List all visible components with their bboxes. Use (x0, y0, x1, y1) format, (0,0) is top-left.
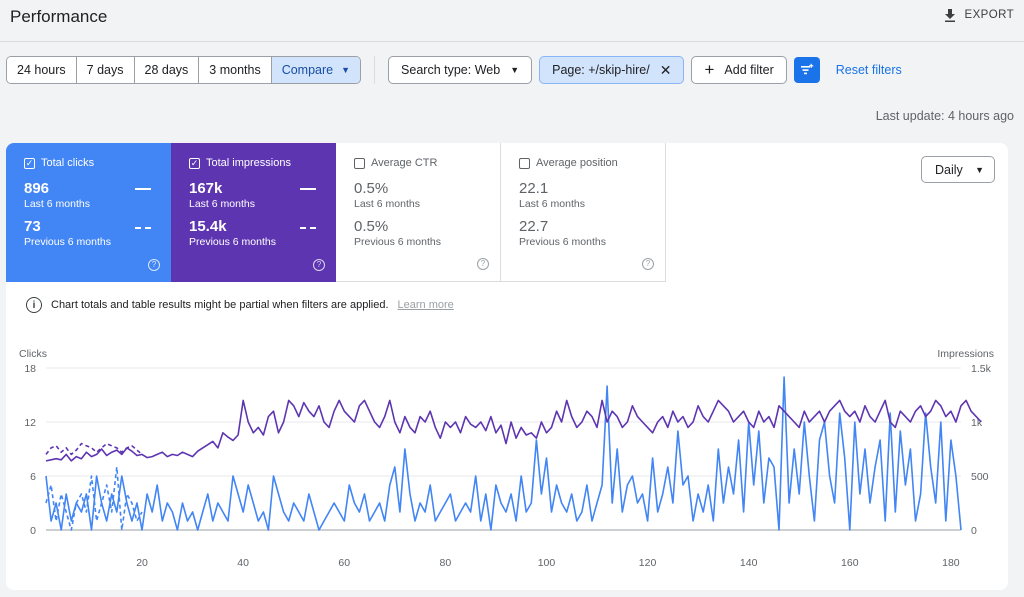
y-tick-label: 12 (24, 417, 36, 429)
range-7-days[interactable]: 7 days (76, 57, 135, 83)
checkbox-checked-icon[interactable]: ✓ (24, 157, 35, 169)
partial-data-notice: i Chart totals and table results might b… (26, 297, 454, 313)
metric-value: 896 (24, 180, 50, 197)
checkbox-unchecked-icon[interactable] (519, 157, 530, 169)
metric-average-position[interactable]: Average position 22.1 Last 6 months 22.7… (501, 143, 666, 282)
range-24-hours[interactable]: 24 hours (7, 57, 77, 83)
x-tick-label: 180 (942, 557, 960, 569)
granularity-dropdown[interactable]: Daily ▼ (921, 156, 995, 183)
dashed-line-legend (300, 227, 316, 229)
help-icon[interactable]: ? (313, 259, 325, 271)
x-tick-label: 20 (136, 557, 148, 569)
metric-value: 22.1 (519, 180, 549, 197)
learn-more-link[interactable]: Learn more (397, 299, 454, 311)
metric-value: 167k (189, 180, 223, 197)
filter-settings-button[interactable] (793, 57, 820, 83)
download-icon (944, 9, 955, 22)
x-tick-label: 60 (338, 557, 350, 569)
filter-bar: 24 hours 7 days 28 days 3 months Compare… (6, 56, 902, 84)
last-update-text: Last update: 4 hours ago (875, 109, 1014, 123)
add-filter-label: Add filter (724, 63, 774, 77)
compare-dropdown[interactable]: Compare ▼ (271, 57, 361, 83)
metric-period: Last 6 months (519, 198, 585, 210)
page-filter-chip[interactable]: Page: +/skip-hire/ ✕ (539, 56, 685, 84)
metric-period: Last 6 months (24, 198, 90, 210)
y-tick-label: 0 (30, 525, 36, 537)
checkbox-checked-icon[interactable]: ✓ (189, 157, 200, 169)
metric-label: Total clicks (41, 157, 95, 169)
dashed-line-legend (135, 227, 151, 229)
solid-line-legend (135, 188, 151, 190)
metric-period: Last 6 months (354, 198, 420, 210)
series-line (45, 442, 143, 456)
y2-tick-label: 0 (971, 525, 977, 537)
granularity-label: Daily (935, 162, 963, 177)
export-button[interactable]: EXPORT (943, 8, 1014, 22)
y-axis-title: Clicks (19, 348, 47, 360)
caret-down-icon: ▼ (341, 65, 351, 75)
top-bar: Performance EXPORT (0, 0, 1024, 42)
metric-label: Total impressions (206, 157, 291, 169)
metric-prev-period: Previous 6 months (519, 236, 606, 248)
help-icon[interactable]: ? (477, 258, 489, 270)
y2-axis-title: Impressions (937, 348, 994, 360)
y2-tick-label: 1.5k (971, 363, 992, 375)
y2-tick-label: 500 (971, 471, 989, 483)
series-line (45, 466, 143, 531)
metric-prev-value: 22.7 (519, 218, 549, 235)
search-type-label: Search type: Web (401, 63, 501, 77)
x-tick-label: 80 (440, 557, 452, 569)
compare-label: Compare (281, 63, 334, 77)
metric-prev-value: 15.4k (189, 218, 227, 235)
divider (374, 56, 376, 84)
page-filter-label: Page: +/skip-hire/ (552, 63, 650, 77)
x-tick-label: 140 (740, 557, 758, 569)
help-icon[interactable]: ? (642, 258, 654, 270)
y-tick-label: 6 (30, 471, 36, 483)
x-tick-label: 160 (841, 557, 859, 569)
metric-prev-period: Previous 6 months (189, 236, 276, 248)
metric-average-ctr[interactable]: Average CTR 0.5% Last 6 months 0.5% Prev… (336, 143, 501, 282)
notice-text: Chart totals and table results might be … (51, 299, 389, 311)
page-title: Performance (10, 7, 108, 26)
close-icon[interactable]: ✕ (659, 62, 672, 78)
metric-total-impressions[interactable]: ✓ Total impressions 167k Last 6 months 15… (171, 143, 336, 282)
range-3-months[interactable]: 3 months (199, 57, 272, 83)
performance-card: ✓ Total clicks 896 Last 6 months 73 Previ… (6, 143, 1008, 590)
caret-down-icon: ▼ (975, 164, 984, 175)
info-icon: i (26, 297, 42, 313)
x-tick-label: 40 (237, 557, 249, 569)
y-tick-label: 18 (24, 363, 36, 375)
metric-prev-value: 0.5% (354, 218, 389, 235)
search-type-filter[interactable]: Search type: Web ▼ (388, 56, 533, 84)
filter-list-icon (800, 63, 813, 75)
series-line (45, 376, 962, 531)
metric-period: Last 6 months (189, 198, 255, 210)
range-28-days[interactable]: 28 days (134, 57, 200, 83)
plus-icon: + (704, 60, 715, 79)
metric-prev-value: 73 (24, 218, 41, 235)
reset-filters-link[interactable]: Reset filters (835, 63, 902, 77)
metric-prev-period: Previous 6 months (24, 236, 111, 248)
solid-line-legend (300, 188, 316, 190)
checkbox-unchecked-icon[interactable] (354, 157, 365, 169)
caret-down-icon: ▼ (510, 65, 520, 75)
metric-total-clicks[interactable]: ✓ Total clicks 896 Last 6 months 73 Previ… (6, 143, 171, 282)
metric-prev-period: Previous 6 months (354, 236, 441, 248)
y2-tick-label: 1k (971, 417, 983, 429)
date-range-selector: 24 hours 7 days 28 days 3 months Compare… (6, 56, 362, 84)
metric-value: 0.5% (354, 180, 389, 197)
metric-label: Average CTR (371, 157, 438, 169)
series-line (45, 399, 982, 462)
add-filter-button[interactable]: + Add filter (691, 56, 787, 84)
help-icon[interactable]: ? (148, 259, 160, 271)
x-tick-label: 100 (538, 557, 556, 569)
metric-label: Average position (536, 157, 618, 169)
export-label: EXPORT (964, 9, 1014, 21)
x-tick-label: 120 (639, 557, 657, 569)
